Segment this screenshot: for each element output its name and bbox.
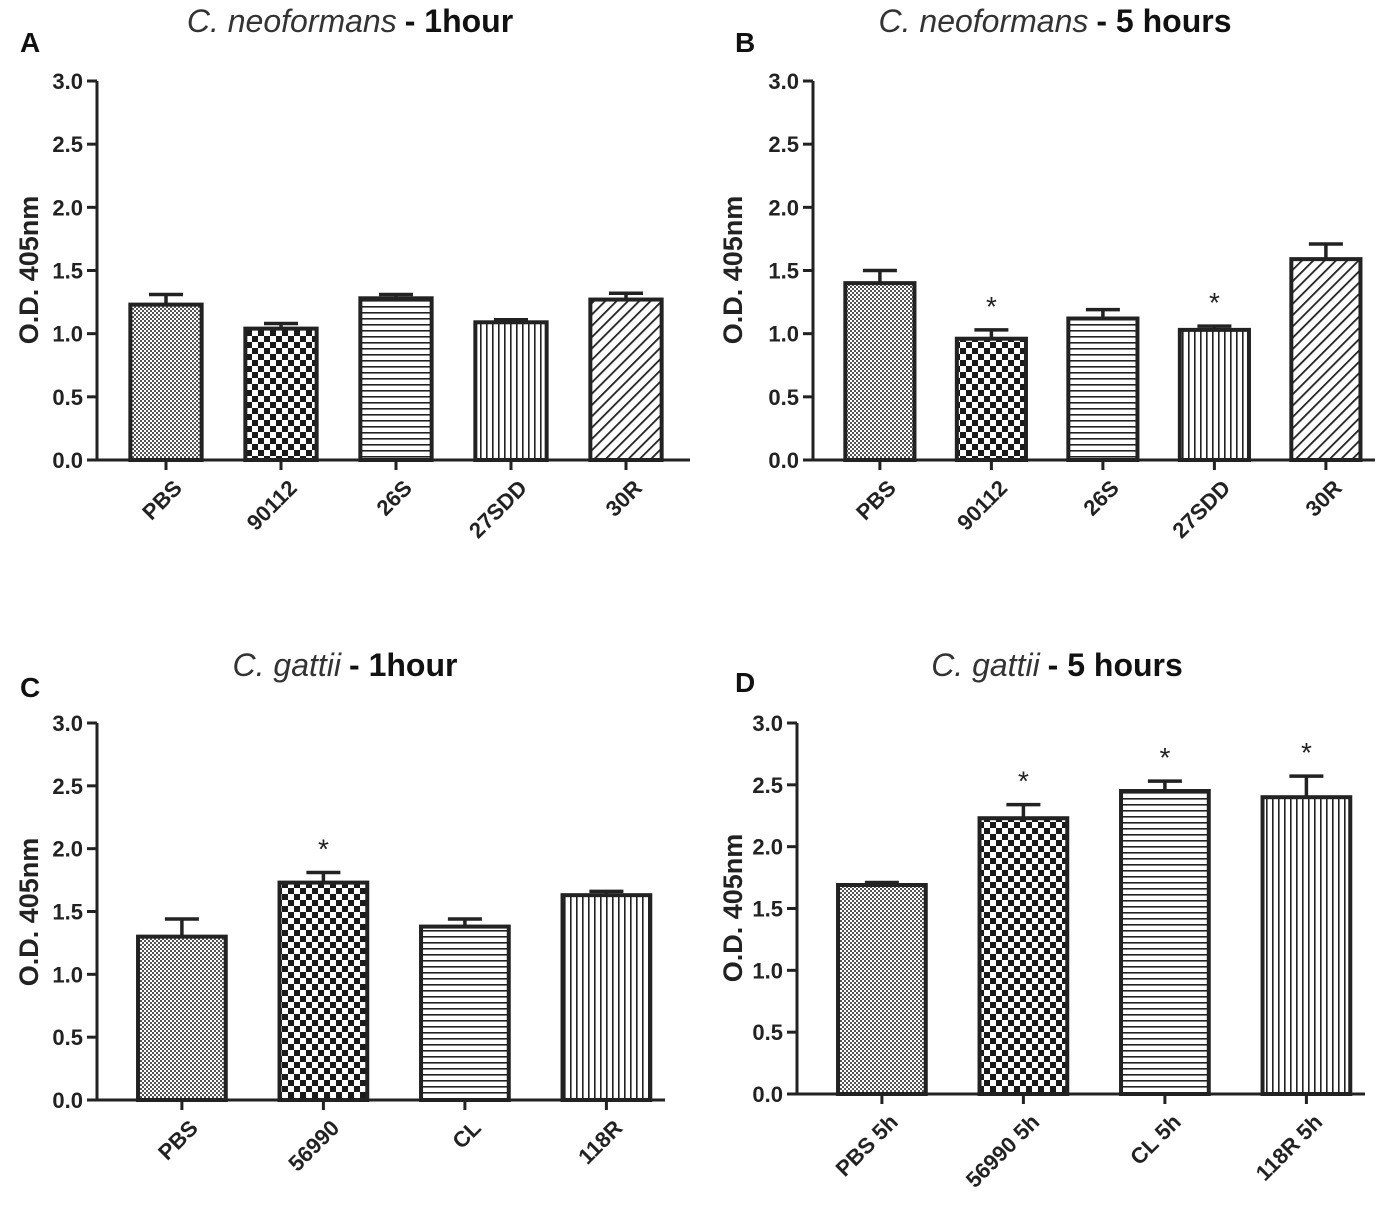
x-category-label: 118R 5h	[1251, 1109, 1327, 1185]
significance-star: *	[1159, 742, 1170, 773]
chart-panel-c: C C. gattii - 1hour O.D. 405nm 0.0 0.5 1.0 1.5 2…	[14, 647, 665, 1176]
chart-title-species: C. neoformans	[187, 3, 397, 39]
significance-star: *	[318, 834, 329, 865]
x-category-label: PBS	[153, 1115, 203, 1165]
y-tick-label: 1.0	[52, 322, 83, 347]
y-tick-label: 2.5	[52, 132, 83, 157]
significance-star: *	[986, 291, 997, 322]
y-tick-label: 3.0	[52, 69, 83, 94]
x-category-label: 56990	[283, 1115, 344, 1176]
bar-26s	[358, 296, 434, 462]
significance-star: *	[1018, 766, 1029, 797]
bar-30r	[1289, 257, 1363, 462]
y-tick-label: 1.0	[752, 958, 783, 983]
bar-cl-5h	[1119, 789, 1211, 1096]
y-tick-label: 1.5	[52, 259, 83, 284]
panel-letter: C	[20, 672, 40, 703]
chart-title-time: - 1hour	[349, 647, 457, 683]
y-tick-label: 2.0	[52, 837, 83, 862]
y-tick-label: 1.5	[52, 900, 83, 925]
significance-star: *	[1301, 737, 1312, 768]
x-category-label: 90112	[952, 475, 1012, 535]
y-tick-label: 2.5	[752, 773, 783, 798]
chart-title-species: C. gattii	[931, 647, 1040, 683]
panel-letter: D	[735, 667, 755, 698]
y-tick-label: 2.0	[52, 195, 83, 220]
chart-panel-b: B C. neoformans - 5 hours O.D. 405nm 0.0 0.5 1…	[718, 3, 1375, 543]
x-category-label: 118R	[573, 1115, 627, 1169]
chart-title-species: C. gattii	[233, 647, 342, 683]
x-category-label: PBS	[137, 475, 187, 525]
y-tick-label: 1.0	[768, 322, 799, 347]
y-tick-label: 1.5	[768, 259, 799, 284]
y-tick-label: 0.0	[752, 1082, 783, 1107]
y-tick-label: 0.0	[768, 448, 799, 473]
bar-56990-5h	[977, 816, 1070, 1096]
bar-118r	[560, 893, 653, 1102]
bar-pbs-5h	[836, 883, 928, 1097]
bar-90112	[954, 336, 1028, 462]
x-category-label: PBS	[851, 475, 901, 525]
chart-title-time: - 5 hours	[1048, 647, 1183, 683]
y-axis-label: O.D. 405nm	[14, 838, 44, 987]
panel-letter: B	[735, 27, 755, 58]
bar-pbs	[843, 281, 917, 462]
bar-30r	[588, 297, 664, 462]
chart-title: C. gattii - 1hour	[233, 647, 458, 683]
bar-27sdd	[473, 320, 549, 462]
y-tick-label: 3.0	[752, 711, 783, 736]
chart-panel-a: A C. neoformans - 1hour O.D. 405nm 0.0 0.5 1.0…	[14, 3, 690, 543]
significance-star: *	[1209, 287, 1220, 318]
bar-pbs	[128, 302, 204, 462]
y-tick-label: 3.0	[768, 69, 799, 94]
y-tick-label: 2.0	[752, 835, 783, 860]
y-tick-label: 0.5	[752, 1020, 783, 1045]
y-tick-label: 2.5	[768, 132, 799, 157]
y-tick-label: 0.0	[52, 448, 83, 473]
x-category-label: 56990 5h	[961, 1109, 1044, 1192]
chart-title: C. neoformans - 1hour	[187, 3, 513, 39]
y-tick-label: 0.5	[52, 1025, 83, 1050]
y-tick-label: 3.0	[52, 711, 83, 736]
y-tick-label: 0.5	[52, 385, 83, 410]
chart-title: C. gattii - 5 hours	[931, 647, 1183, 683]
x-category-label: 26S	[371, 475, 416, 520]
y-tick-label: 2.0	[768, 195, 799, 220]
x-category-label: 30R	[601, 475, 647, 521]
y-tick-label: 2.5	[52, 774, 83, 799]
y-tick-label: 1.5	[752, 897, 783, 922]
y-tick-label: 1.0	[52, 962, 83, 987]
x-category-label: CL 5h	[1125, 1109, 1186, 1170]
x-category-label: CL	[447, 1115, 485, 1153]
x-category-label: 27SDD	[1167, 475, 1235, 543]
bar-118r-5h	[1260, 795, 1353, 1096]
x-category-label: 26S	[1078, 475, 1123, 520]
bar-27sdd	[1177, 327, 1251, 463]
x-category-label: 30R	[1301, 475, 1347, 521]
x-category-label: 90112	[242, 475, 302, 535]
panel-letter: A	[20, 27, 40, 58]
y-tick-label: 0.0	[52, 1088, 83, 1113]
chart-title-time: - 5 hours	[1096, 3, 1231, 39]
chart-title-species: C. neoformans	[879, 3, 1089, 39]
x-category-label: 27SDD	[464, 475, 532, 543]
chart-title: C. neoformans - 5 hours	[879, 3, 1232, 39]
bar-pbs	[136, 934, 228, 1103]
y-axis-label: O.D. 405nm	[718, 834, 748, 983]
bar-56990	[277, 880, 370, 1103]
chart-title-time: - 1hour	[405, 3, 513, 39]
bar-26s	[1066, 316, 1140, 462]
y-tick-label: 0.5	[768, 385, 799, 410]
chart-panel-d: D C. gattii - 5 hours O.D. 405nm 0.0 0.5 1.0 1.…	[718, 647, 1365, 1193]
x-category-label: PBS 5h	[831, 1109, 903, 1181]
y-axis-label: O.D. 405nm	[718, 196, 748, 345]
bar-90112	[243, 326, 319, 463]
y-axis-label: O.D. 405nm	[14, 196, 44, 345]
bar-cl	[419, 924, 511, 1103]
